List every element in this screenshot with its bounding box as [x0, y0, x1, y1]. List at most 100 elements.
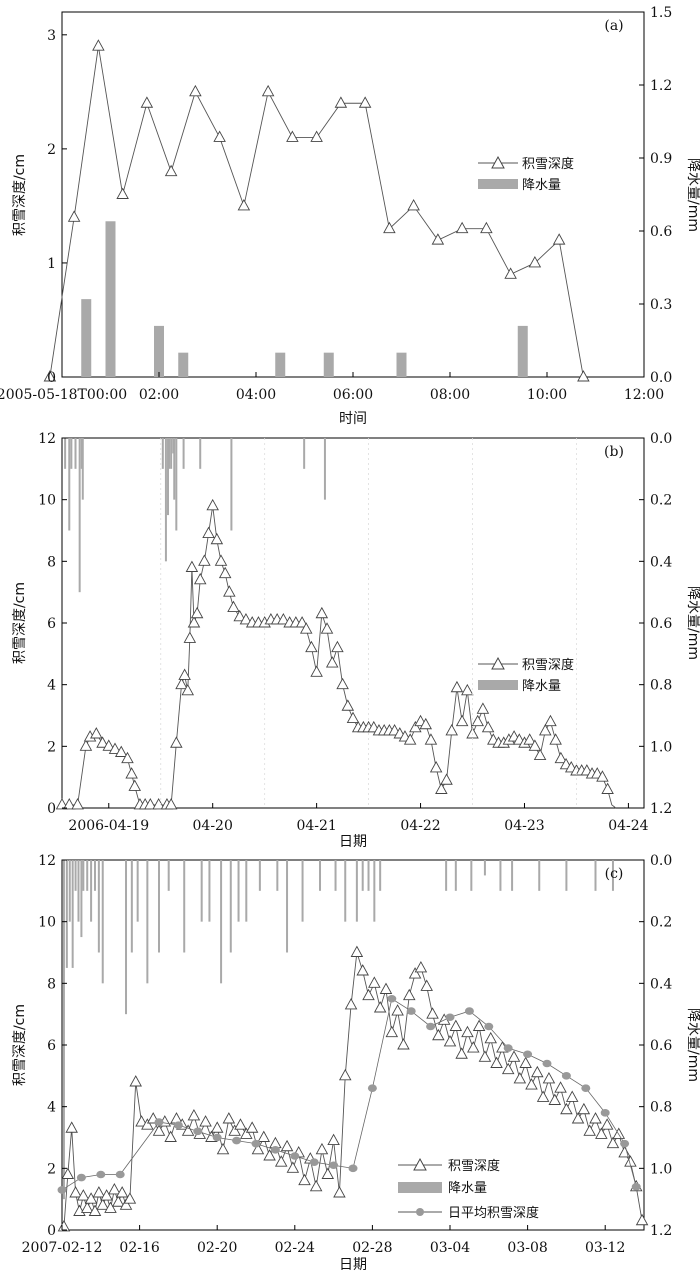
snow-depth-point-c-105 [635, 1213, 649, 1226]
xtick-label-b-0: 2006-04-19 [68, 818, 149, 834]
snow-depth-point-b-24 [185, 560, 199, 572]
daily-mean-point-11 [290, 1152, 300, 1160]
panel-c-line [57, 945, 649, 1232]
daily-mean-point-25 [561, 1072, 571, 1080]
precip-bar-c-24 [237, 860, 240, 922]
precip-bar-c-31 [334, 860, 337, 891]
snow-depth-point-b-75 [445, 723, 458, 736]
precip-bar-c-17 [158, 860, 160, 953]
y2tick-label-b-3: 0.6 [650, 616, 672, 632]
snow-depth-point-b-31 [210, 532, 224, 545]
precip-bar-c-37 [379, 860, 382, 891]
precip-bar-a-7 [517, 325, 528, 377]
snow-depth-point-b-16 [152, 797, 165, 810]
daily-mean-point-18 [426, 1022, 436, 1031]
snow-depth-point-b-19 [170, 736, 183, 748]
y2tick-label-b-5: 1.0 [650, 739, 672, 755]
y2tick-label-c-1: 0.2 [650, 915, 672, 931]
snow-depth-point-c-82 [501, 1062, 515, 1075]
legend-a-bar [478, 179, 518, 189]
snow-depth-point-b-5 [90, 727, 103, 739]
snow-depth-point-c-5 [77, 1189, 90, 1201]
snow-depth-point-b-47 [299, 622, 313, 634]
legend-a-label-1: 降水量 [522, 178, 561, 193]
panel-c-y2label: 降水量/mm [685, 1008, 700, 1082]
ytick-label-c-1: 2 [47, 1161, 56, 1177]
panel-a: 0 1 2 3 0.0 0.3 0.6 0.9 1.2 1.5 2005-05-18T00:00 02… [0, 5, 700, 427]
ytick-label-c-0: 0 [47, 1223, 56, 1239]
y2tick-label-b-6: 1.2 [650, 801, 672, 817]
snow-depth-point-c-44 [280, 1139, 294, 1152]
snow-depth-point-a-13 [358, 96, 372, 108]
xtick-label-b-4: 04-23 [504, 818, 544, 834]
precip-bar-c-26 [258, 860, 261, 891]
snow-depth-point-c-72 [443, 1034, 457, 1047]
snow-depth-point-a-0 [43, 370, 57, 382]
snow-depth-point-b-25 [187, 616, 201, 628]
precip-bar-b-8 [164, 438, 167, 562]
snow-depth-point-c-97 [589, 1112, 602, 1124]
ytick-label-a-1: 1 [47, 256, 56, 272]
snow-depth-point-a-9 [261, 84, 275, 97]
snow-depth-point-a-5 [164, 164, 178, 177]
snow-depth-point-b-50 [315, 606, 329, 619]
snow-depth-point-c-80 [490, 1056, 503, 1068]
panel-b-y2label: 降水量/mm [685, 586, 700, 660]
snow-depth-point-c-87 [531, 1065, 544, 1078]
daily-mean-point-29 [631, 1183, 641, 1191]
snow-depth-point-c-38 [245, 1121, 259, 1133]
snow-depth-point-a-17 [455, 221, 469, 234]
precip-bar-c-38 [445, 860, 448, 891]
precip-bar-c-25 [245, 860, 248, 922]
daily-mean-point-5 [173, 1121, 183, 1129]
ytick-label-b-5: 10 [38, 493, 56, 509]
snow-depth-point-a-14 [383, 221, 396, 234]
snow-depth-point-b-70 [419, 717, 433, 730]
snow-depth-point-c-36 [234, 1118, 247, 1130]
panel-c-dots [57, 994, 641, 1194]
xtick-label-a-2: 04:00 [236, 387, 276, 403]
snow-depth-point-b-90 [523, 733, 536, 745]
snow-depth-point-c-25 [170, 1112, 183, 1124]
snow-depth-point-c-58 [362, 988, 375, 1001]
precip-bar-b-4 [78, 438, 81, 593]
xtick-label-a-1: 02:00 [139, 387, 179, 403]
precip-bar-c-35 [367, 860, 370, 891]
legend-b-label-0: 积雪深度 [522, 657, 574, 673]
snow-depth-point-c-1 [61, 1167, 75, 1179]
snow-depth-point-a-20 [528, 256, 542, 268]
snow-depth-point-b-56 [346, 711, 360, 724]
daily-mean-point-10 [270, 1146, 280, 1154]
y2tick-label-b-1: 0.2 [650, 493, 672, 509]
precip-bar-c-6 [80, 860, 83, 938]
ytick-label-c-2: 4 [47, 1100, 56, 1116]
snow-depth-point-c-7 [84, 1192, 98, 1204]
snow-depth-point-c-14 [111, 1195, 125, 1207]
ytick-label-b-6: 12 [38, 431, 56, 447]
snow-depth-point-b-7 [102, 739, 116, 751]
snow-depth-point-c-100 [606, 1136, 620, 1149]
panel-a-xlabel: 时间 [339, 411, 367, 427]
y2tick-label-a-0: 0.0 [650, 370, 672, 386]
snow-depth-point-c-19 [135, 1115, 148, 1127]
snow-depth-point-b-53 [331, 640, 344, 653]
precip-bar-c-45 [565, 860, 568, 891]
snow-depth-point-c-12 [104, 1201, 117, 1213]
ytick-label-b-0: 0 [47, 801, 56, 817]
panel-a-y2label: 降水量/mm [685, 158, 700, 232]
snow-depth-point-c-65 [402, 988, 416, 1001]
xtick-label-c-5: 03-04 [430, 1240, 470, 1256]
snow-depth-point-c-85 [519, 1056, 532, 1068]
snow-depth-point-c-20 [141, 1118, 154, 1130]
precip-bar-a-0 [81, 299, 92, 377]
precip-bar-c-4 [74, 860, 77, 891]
snow-depth-point-c-70 [432, 1028, 445, 1041]
snow-depth-point-a-19 [504, 267, 517, 279]
snow-depth-point-b-52 [325, 656, 339, 668]
precip-bar-b-2 [70, 438, 73, 469]
daily-mean-point-0 [57, 1186, 67, 1194]
snow-depth-point-c-4 [73, 1204, 86, 1216]
snow-depth-point-b-54 [336, 677, 349, 690]
snow-depth-point-c-2 [65, 1121, 78, 1133]
snow-depth-point-b-104 [596, 770, 609, 782]
